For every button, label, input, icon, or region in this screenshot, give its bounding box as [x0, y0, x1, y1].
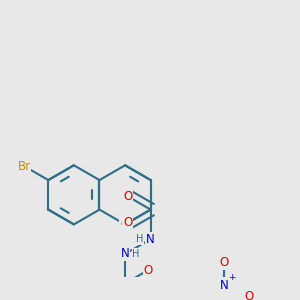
Text: O: O	[123, 190, 132, 203]
Text: O: O	[143, 264, 153, 277]
Text: O: O	[120, 218, 130, 231]
Text: O: O	[244, 290, 254, 300]
Text: N: N	[146, 233, 155, 246]
Text: H: H	[136, 234, 143, 244]
Text: N: N	[220, 279, 229, 292]
Text: N: N	[121, 248, 129, 260]
Text: +: +	[228, 273, 236, 282]
Text: H: H	[133, 249, 140, 259]
Text: Br: Br	[17, 160, 31, 172]
Text: O: O	[123, 216, 132, 230]
Text: O: O	[220, 256, 229, 269]
